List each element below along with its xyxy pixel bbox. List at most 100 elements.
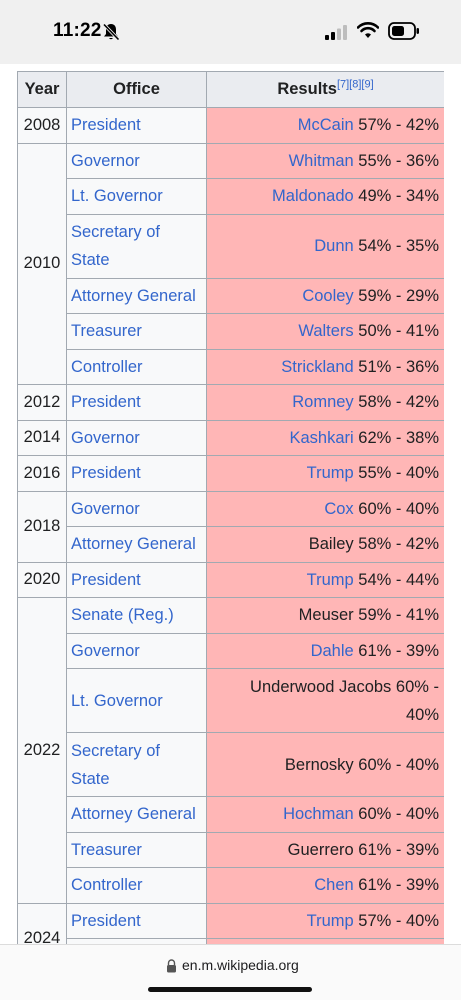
table-row: [18, 938, 444, 944]
candidate-link[interactable]: Kashkari: [289, 428, 354, 447]
office-link[interactable]: Governor: [66, 632, 207, 669]
table-row: 2010 Governor Whitman 55% - 36%: [17, 142, 444, 385]
year-cell: 2024: [17, 902, 67, 944]
year-cell: 2014: [17, 419, 67, 456]
candidate-link[interactable]: Cox: [324, 499, 354, 518]
result-cell: Maldonado 49% - 34%: [206, 178, 444, 215]
year-cell: 2016: [17, 455, 67, 492]
table-row: 2020 President Trump 54% - 44%: [17, 561, 444, 598]
result-cell: Strickland 51% - 36%: [206, 348, 444, 385]
candidate-link[interactable]: Trump: [306, 464, 354, 483]
candidate-link[interactable]: Chen: [314, 876, 354, 895]
office-link[interactable]: President: [66, 455, 207, 492]
result-percentages: 60% - 40%: [358, 805, 439, 824]
result-cell: Trump 57% - 40%: [206, 902, 444, 939]
candidate-link[interactable]: Trump: [306, 911, 354, 930]
candidate-name: Underwood Jacobs: [250, 677, 392, 696]
year-cell: 2018: [17, 490, 67, 563]
office-link[interactable]: President: [66, 107, 207, 144]
candidate-link[interactable]: Cooley: [302, 286, 354, 305]
result-percentages: 61% - 39%: [358, 641, 439, 660]
candidate-link[interactable]: Maldonado: [272, 187, 354, 206]
office-link[interactable]: Controller: [66, 348, 207, 385]
office-link[interactable]: President: [66, 384, 207, 421]
year-cell: 2022: [17, 597, 67, 904]
result-cell: Guerrero 61% - 39%: [206, 831, 444, 868]
result-percentages: 54% - 44%: [358, 570, 439, 589]
table-row: 2024 President Trump 57% - 40%: [17, 902, 444, 944]
result-percentages: 57% - 42%: [358, 116, 439, 135]
header-results: Results[7][8][9]: [206, 71, 444, 108]
candidate-link[interactable]: Dunn: [314, 237, 354, 255]
result-cell: Cooley 59% - 29%: [206, 277, 444, 314]
wifi-icon: [357, 22, 379, 38]
result-cell: Bernosky 60% - 40%: [206, 732, 444, 797]
lock-icon: [167, 959, 176, 973]
result-cell: Romney 58% - 42%: [206, 384, 444, 421]
result-cell: Hochman 60% - 40%: [206, 796, 444, 833]
candidate-link[interactable]: Whitman: [288, 151, 354, 170]
office-link[interactable]: Controller: [66, 867, 207, 904]
candidate-link[interactable]: Strickland: [281, 357, 354, 376]
header-year: Year: [17, 71, 67, 108]
office-link[interactable]: Governor: [66, 419, 207, 456]
year-cell: 2020: [17, 561, 67, 598]
office-link[interactable]: President: [66, 902, 207, 939]
browser-address-bar[interactable]: en.m.wikipedia.org: [0, 944, 461, 1000]
result-percentages: 62% - 38%: [358, 428, 439, 447]
table-row: 2018 Governor Cox 60% - 40%: [17, 490, 444, 563]
result-percentages: 61% - 39%: [358, 876, 439, 895]
office-link[interactable]: Governor: [66, 142, 207, 179]
office-link[interactable]: Treasurer: [66, 831, 207, 868]
candidate-name: Guerrero: [287, 840, 354, 859]
result-cell: Trump 54% - 44%: [206, 561, 444, 598]
result-cell: Meuser 59% - 41%: [206, 597, 444, 634]
result-cell: Dunn 54% - 35%: [206, 213, 444, 279]
candidate-name: Bailey: [308, 535, 354, 554]
result-cell: Trump 55% - 40%: [206, 455, 444, 492]
cellular-signal-icon: [325, 25, 347, 40]
office-link[interactable]: Attorney General: [66, 796, 207, 833]
result-percentages: 51% - 36%: [358, 357, 439, 376]
table-row: Lt. Governor Underwood Jacobs 60% - 40%: [18, 668, 444, 733]
candidate-link[interactable]: Walters: [298, 322, 354, 341]
office-link[interactable]: Lt. Governor: [66, 668, 207, 733]
table-row: Treasurer Walters 50% - 41%: [18, 313, 444, 350]
table-row: 2014 Governor Kashkari 62% - 38%: [17, 419, 444, 456]
candidate-link[interactable]: Hochman: [283, 805, 354, 824]
candidate-link[interactable]: Romney: [292, 393, 354, 412]
candidate-link[interactable]: Dahle: [310, 641, 354, 660]
table-row: Secretary of State Bernosky 60% - 40%: [18, 732, 444, 797]
result-cell: Bailey 58% - 42%: [206, 526, 444, 563]
results-references-link[interactable]: [7][8][9]: [336, 78, 374, 91]
result-cell: Underwood Jacobs 60% - 40%: [206, 668, 444, 733]
office-link[interactable]: Senate (Reg.): [66, 597, 207, 634]
office-link[interactable]: Attorney General: [66, 526, 207, 563]
status-time: 11:22: [53, 20, 102, 41]
home-indicator[interactable]: [148, 987, 312, 992]
office-link[interactable]: Secretary of State: [66, 732, 207, 797]
battery-icon: [388, 22, 419, 40]
candidate-link[interactable]: Trump: [306, 570, 354, 589]
office-link[interactable]: President: [66, 561, 207, 598]
result-percentages: 50% - 41%: [358, 322, 439, 341]
year-cell: 2012: [17, 384, 67, 421]
result-percentages: 54% - 35%: [358, 237, 439, 255]
office-link[interactable]: Attorney General: [66, 277, 207, 314]
url-text[interactable]: en.m.wikipedia.org: [182, 957, 299, 973]
result-percentages: 60% - 40%: [358, 755, 439, 774]
results-table-container[interactable]: Year Office Results[7][8][9] 2008 Presid…: [17, 71, 444, 944]
candidate-link[interactable]: McCain: [297, 116, 354, 135]
bell-slash-icon: [102, 23, 120, 41]
result-percentages: 49% - 34%: [358, 187, 439, 206]
table-row: 2022 Senate (Reg.) Meuser 59% - 41%: [17, 597, 444, 904]
status-bar: 11:22: [0, 0, 461, 64]
table-row: Secretary of State Dunn 54% - 35%: [18, 213, 444, 279]
result-cell: Walters 50% - 41%: [206, 313, 444, 350]
office-link[interactable]: Secretary of State: [66, 213, 207, 279]
result-cell: Cox 60% - 40%: [206, 490, 444, 527]
office-link[interactable]: Lt. Governor: [66, 178, 207, 215]
office-link[interactable]: Treasurer: [66, 313, 207, 350]
result-percentages: 61% - 39%: [358, 840, 439, 859]
office-link[interactable]: Governor: [66, 490, 207, 527]
